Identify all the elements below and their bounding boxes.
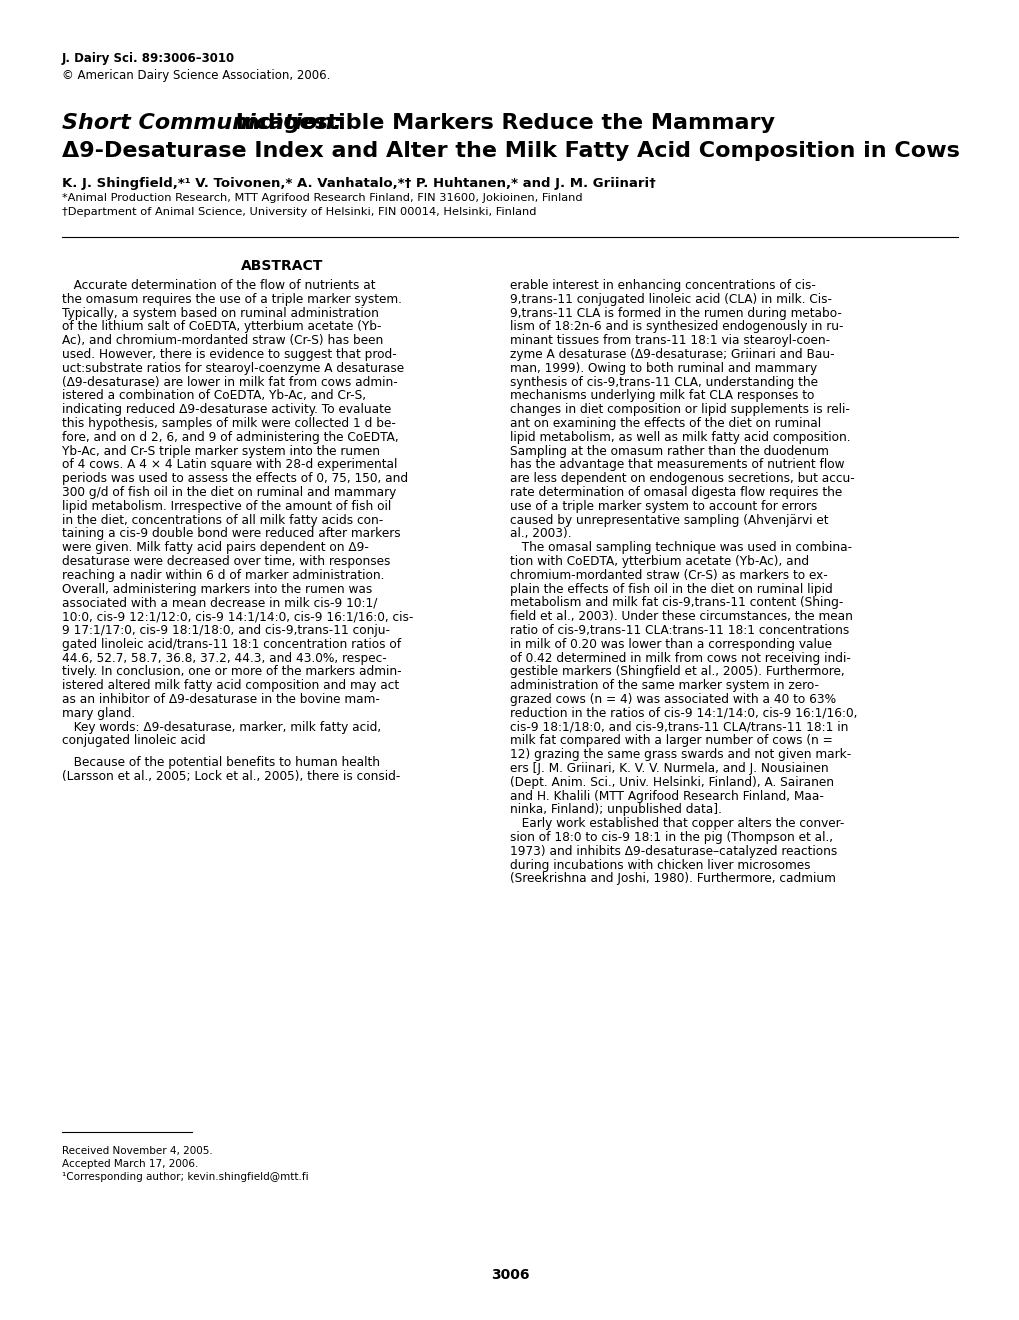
Text: ¹Corresponding author; kevin.shingfield@mtt.fi: ¹Corresponding author; kevin.shingfield@…: [62, 1172, 309, 1181]
Text: al., 2003).: al., 2003).: [510, 528, 571, 540]
Text: gestible markers (Shingfield et al., 2005). Furthermore,: gestible markers (Shingfield et al., 200…: [510, 665, 844, 678]
Text: during incubations with chicken liver microsomes: during incubations with chicken liver mi…: [510, 858, 810, 871]
Text: administration of the same marker system in zero-: administration of the same marker system…: [510, 680, 818, 692]
Text: 300 g/d of fish oil in the diet on ruminal and mammary: 300 g/d of fish oil in the diet on rumin…: [62, 486, 395, 499]
Text: Yb-Ac, and Cr-S triple marker system into the rumen: Yb-Ac, and Cr-S triple marker system int…: [62, 445, 380, 458]
Text: Typically, a system based on ruminal administration: Typically, a system based on ruminal adm…: [62, 306, 378, 319]
Text: gated linoleic acid/trans-11 18:1 concentration ratios of: gated linoleic acid/trans-11 18:1 concen…: [62, 638, 400, 651]
Text: in the diet, concentrations of all milk fatty acids con-: in the diet, concentrations of all milk …: [62, 513, 383, 527]
Text: and H. Khalili (MTT Agrifood Research Finland, Maa-: and H. Khalili (MTT Agrifood Research Fi…: [510, 789, 823, 803]
Text: changes in diet composition or lipid supplements is reli-: changes in diet composition or lipid sup…: [510, 403, 849, 416]
Text: †Department of Animal Science, University of Helsinki, FIN 00014, Helsinki, Finl: †Department of Animal Science, Universit…: [62, 207, 536, 216]
Text: 12) grazing the same grass swards and not given mark-: 12) grazing the same grass swards and no…: [510, 748, 851, 762]
Text: The omasal sampling technique was used in combina-: The omasal sampling technique was used i…: [510, 541, 851, 554]
Text: Because of the potential benefits to human health: Because of the potential benefits to hum…: [62, 756, 380, 770]
Text: fore, and on d 2, 6, and 9 of administering the CoEDTA,: fore, and on d 2, 6, and 9 of administer…: [62, 430, 398, 444]
Text: lism of 18:2n-6 and is synthesized endogenously in ru-: lism of 18:2n-6 and is synthesized endog…: [510, 321, 843, 334]
Text: reaching a nadir within 6 d of marker administration.: reaching a nadir within 6 d of marker ad…: [62, 569, 384, 582]
Text: associated with a mean decrease in milk cis-9 10:1/: associated with a mean decrease in milk …: [62, 597, 377, 610]
Text: plain the effects of fish oil in the diet on ruminal lipid: plain the effects of fish oil in the die…: [510, 582, 832, 595]
Text: minant tissues from trans-11 18:1 via stearoyl-coen-: minant tissues from trans-11 18:1 via st…: [510, 334, 829, 347]
Text: were given. Milk fatty acid pairs dependent on Δ9-: were given. Milk fatty acid pairs depend…: [62, 541, 369, 554]
Text: as an inhibitor of Δ9-desaturase in the bovine mam-: as an inhibitor of Δ9-desaturase in the …: [62, 693, 379, 706]
Text: (Larsson et al., 2005; Lock et al., 2005), there is consid-: (Larsson et al., 2005; Lock et al., 2005…: [62, 771, 400, 783]
Text: caused by unrepresentative sampling (Ahvenjärvi et: caused by unrepresentative sampling (Ahv…: [510, 513, 827, 527]
Text: Key words: Δ9-desaturase, marker, milk fatty acid,: Key words: Δ9-desaturase, marker, milk f…: [62, 721, 381, 734]
Text: tively. In conclusion, one or more of the markers admin-: tively. In conclusion, one or more of th…: [62, 665, 401, 678]
Text: sion of 18:0 to cis-9 18:1 in the pig (Thompson et al.,: sion of 18:0 to cis-9 18:1 in the pig (T…: [510, 832, 833, 843]
Text: use of a triple marker system to account for errors: use of a triple marker system to account…: [510, 500, 816, 512]
Text: ninka, Finland); unpublished data].: ninka, Finland); unpublished data].: [510, 804, 721, 816]
Text: chromium-mordanted straw (Cr-S) as markers to ex-: chromium-mordanted straw (Cr-S) as marke…: [510, 569, 827, 582]
Text: Short Communication:: Short Communication:: [62, 114, 342, 133]
Text: of 4 cows. A 4 × 4 Latin square with 28-d experimental: of 4 cows. A 4 × 4 Latin square with 28-…: [62, 458, 397, 471]
Text: (Dept. Anim. Sci., Univ. Helsinki, Finland), A. Sairanen: (Dept. Anim. Sci., Univ. Helsinki, Finla…: [510, 776, 834, 789]
Text: 9 17:1/17:0, cis-9 18:1/18:0, and cis-9,trans-11 conju-: 9 17:1/17:0, cis-9 18:1/18:0, and cis-9,…: [62, 624, 389, 638]
Text: istered altered milk fatty acid composition and may act: istered altered milk fatty acid composit…: [62, 680, 398, 692]
Text: man, 1999). Owing to both ruminal and mammary: man, 1999). Owing to both ruminal and ma…: [510, 362, 816, 375]
Text: milk fat compared with a larger number of cows (n =: milk fat compared with a larger number o…: [510, 734, 832, 747]
Text: desaturase were decreased over time, with responses: desaturase were decreased over time, wit…: [62, 554, 390, 568]
Text: Received November 4, 2005.: Received November 4, 2005.: [62, 1146, 213, 1156]
Text: periods was used to assess the effects of 0, 75, 150, and: periods was used to assess the effects o…: [62, 473, 408, 486]
Text: of the lithium salt of CoEDTA, ytterbium acetate (Yb-: of the lithium salt of CoEDTA, ytterbium…: [62, 321, 381, 334]
Text: uct:substrate ratios for stearoyl-coenzyme A desaturase: uct:substrate ratios for stearoyl-coenzy…: [62, 362, 404, 375]
Text: this hypothesis, samples of milk were collected 1 d be-: this hypothesis, samples of milk were co…: [62, 417, 395, 430]
Text: has the advantage that measurements of nutrient flow: has the advantage that measurements of n…: [510, 458, 844, 471]
Text: (Sreekrishna and Joshi, 1980). Furthermore, cadmium: (Sreekrishna and Joshi, 1980). Furthermo…: [510, 873, 835, 886]
Text: *Animal Production Research, MTT Agrifood Research Finland, FIN 31600, Jokioinen: *Animal Production Research, MTT Agrifoo…: [62, 193, 582, 203]
Text: Δ9-Desaturase Index and Alter the Milk Fatty Acid Composition in Cows: Δ9-Desaturase Index and Alter the Milk F…: [62, 141, 959, 161]
Text: of 0.42 determined in milk from cows not receiving indi-: of 0.42 determined in milk from cows not…: [510, 652, 850, 664]
Text: istered a combination of CoEDTA, Yb-Ac, and Cr-S,: istered a combination of CoEDTA, Yb-Ac, …: [62, 389, 366, 403]
Text: 44.6, 52.7, 58.7, 36.8, 37.2, 44.3, and 43.0%, respec-: 44.6, 52.7, 58.7, 36.8, 37.2, 44.3, and …: [62, 652, 386, 664]
Text: 1973) and inhibits Δ9-desaturase–catalyzed reactions: 1973) and inhibits Δ9-desaturase–catalyz…: [510, 845, 837, 858]
Text: reduction in the ratios of cis-9 14:1/14:0, cis-9 16:1/16:0,: reduction in the ratios of cis-9 14:1/14…: [510, 706, 857, 719]
Text: (Δ9-desaturase) are lower in milk fat from cows admin-: (Δ9-desaturase) are lower in milk fat fr…: [62, 376, 397, 388]
Text: taining a cis-9 double bond were reduced after markers: taining a cis-9 double bond were reduced…: [62, 528, 400, 540]
Text: conjugated linoleic acid: conjugated linoleic acid: [62, 734, 206, 747]
Text: © American Dairy Science Association, 2006.: © American Dairy Science Association, 20…: [62, 69, 330, 82]
Text: tion with CoEDTA, ytterbium acetate (Yb-Ac), and: tion with CoEDTA, ytterbium acetate (Yb-…: [510, 554, 808, 568]
Text: synthesis of cis-9,trans-11 CLA, understanding the: synthesis of cis-9,trans-11 CLA, underst…: [510, 376, 817, 388]
Text: field et al., 2003). Under these circumstances, the mean: field et al., 2003). Under these circums…: [510, 610, 852, 623]
Text: grazed cows (n = 4) was associated with a 40 to 63%: grazed cows (n = 4) was associated with …: [510, 693, 836, 706]
Text: in milk of 0.20 was lower than a corresponding value: in milk of 0.20 was lower than a corresp…: [510, 638, 832, 651]
Text: rate determination of omasal digesta flow requires the: rate determination of omasal digesta flo…: [510, 486, 842, 499]
Text: metabolism and milk fat cis-9,trans-11 content (Shing-: metabolism and milk fat cis-9,trans-11 c…: [510, 597, 843, 610]
Text: lipid metabolism. Irrespective of the amount of fish oil: lipid metabolism. Irrespective of the am…: [62, 500, 391, 512]
Text: 9,trans-11 CLA is formed in the rumen during metabo-: 9,trans-11 CLA is formed in the rumen du…: [510, 306, 841, 319]
Text: ratio of cis-9,trans-11 CLA:trans-11 18:1 concentrations: ratio of cis-9,trans-11 CLA:trans-11 18:…: [510, 624, 849, 638]
Text: Accurate determination of the flow of nutrients at: Accurate determination of the flow of nu…: [62, 279, 375, 292]
Text: ers [J. M. Griinari, K. V. V. Nurmela, and J. Nousiainen: ers [J. M. Griinari, K. V. V. Nurmela, a…: [510, 762, 827, 775]
Text: 3006: 3006: [490, 1269, 529, 1282]
Text: 9,trans-11 conjugated linoleic acid (CLA) in milk. Cis-: 9,trans-11 conjugated linoleic acid (CLA…: [510, 293, 832, 306]
Text: cis-9 18:1/18:0, and cis-9,trans-11 CLA/trans-11 18:1 in: cis-9 18:1/18:0, and cis-9,trans-11 CLA/…: [510, 721, 848, 734]
Text: used. However, there is evidence to suggest that prod-: used. However, there is evidence to sugg…: [62, 348, 396, 360]
Text: J. Dairy Sci. 89:3006–3010: J. Dairy Sci. 89:3006–3010: [62, 51, 235, 65]
Text: K. J. Shingfield,*¹ V. Toivonen,* A. Vanhatalo,*† P. Huhtanen,* and J. M. Griina: K. J. Shingfield,*¹ V. Toivonen,* A. Van…: [62, 177, 655, 190]
Text: ant on examining the effects of the diet on ruminal: ant on examining the effects of the diet…: [510, 417, 820, 430]
Text: Sampling at the omasum rather than the duodenum: Sampling at the omasum rather than the d…: [510, 445, 828, 458]
Text: mary gland.: mary gland.: [62, 706, 135, 719]
Text: are less dependent on endogenous secretions, but accu-: are less dependent on endogenous secreti…: [510, 473, 854, 486]
Text: the omasum requires the use of a triple marker system.: the omasum requires the use of a triple …: [62, 293, 401, 306]
Text: Ac), and chromium-mordanted straw (Cr-S) has been: Ac), and chromium-mordanted straw (Cr-S)…: [62, 334, 383, 347]
Text: 10:0, cis-9 12:1/12:0, cis-9 14:1/14:0, cis-9 16:1/16:0, cis-: 10:0, cis-9 12:1/12:0, cis-9 14:1/14:0, …: [62, 610, 413, 623]
Text: Accepted March 17, 2006.: Accepted March 17, 2006.: [62, 1159, 198, 1170]
Text: ABSTRACT: ABSTRACT: [240, 259, 323, 273]
Text: erable interest in enhancing concentrations of cis-: erable interest in enhancing concentrati…: [510, 279, 815, 292]
Text: indicating reduced Δ9-desaturase activity. To evaluate: indicating reduced Δ9-desaturase activit…: [62, 403, 391, 416]
Text: zyme A desaturase (Δ9-desaturase; Griinari and Bau-: zyme A desaturase (Δ9-desaturase; Griina…: [510, 348, 834, 360]
Text: Overall, administering markers into the rumen was: Overall, administering markers into the …: [62, 582, 372, 595]
Text: mechanisms underlying milk fat CLA responses to: mechanisms underlying milk fat CLA respo…: [510, 389, 813, 403]
Text: Indigestible Markers Reduce the Mammary: Indigestible Markers Reduce the Mammary: [228, 114, 774, 133]
Text: lipid metabolism, as well as milk fatty acid composition.: lipid metabolism, as well as milk fatty …: [510, 430, 850, 444]
Text: Early work established that copper alters the conver-: Early work established that copper alter…: [510, 817, 844, 830]
